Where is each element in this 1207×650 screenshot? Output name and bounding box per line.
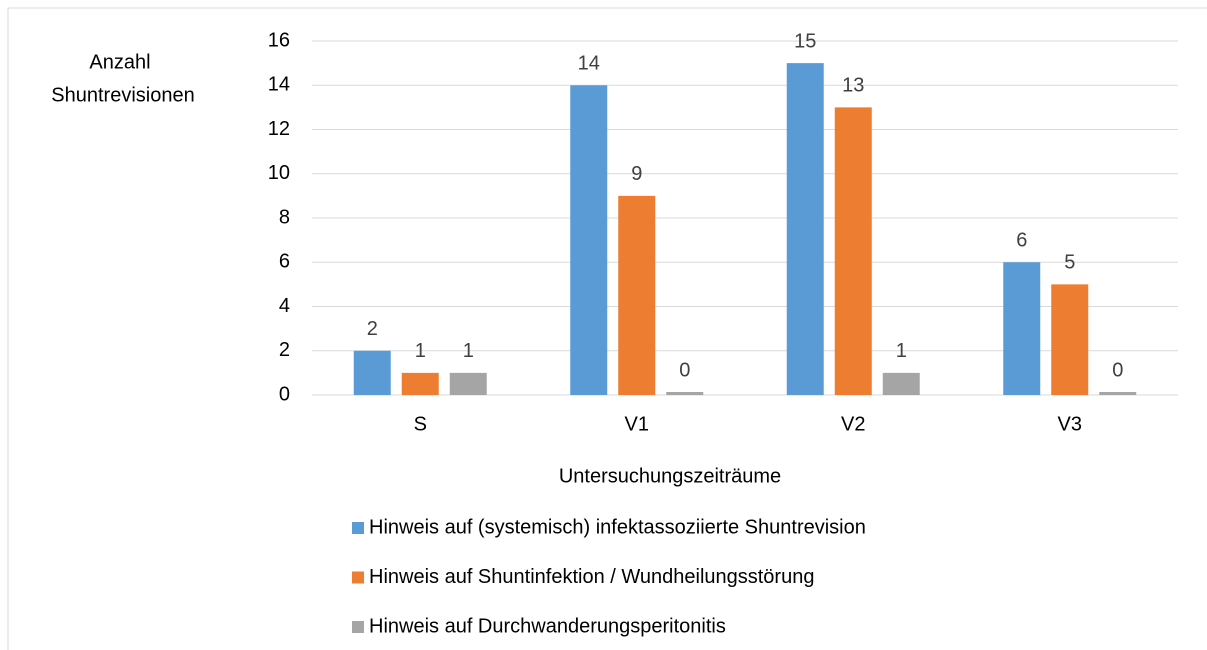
y-axis-title: Anzahl bbox=[89, 51, 150, 73]
data-label: 2 bbox=[367, 318, 378, 340]
frame bbox=[7, 7, 1207, 650]
data-label: 1 bbox=[415, 340, 426, 362]
y-tick-label: 10 bbox=[268, 162, 290, 184]
x-tick-label: S bbox=[414, 413, 427, 435]
data-label: 15 bbox=[794, 30, 816, 52]
legend-swatch bbox=[352, 621, 364, 633]
bar bbox=[449, 372, 487, 395]
bar bbox=[401, 372, 439, 395]
data-label: 9 bbox=[631, 163, 642, 185]
y-axis-title: Shuntrevisionen bbox=[51, 84, 194, 106]
x-tick-label: V3 bbox=[1058, 413, 1082, 435]
data-label: 0 bbox=[1112, 359, 1123, 381]
data-label: 1 bbox=[463, 340, 474, 362]
data-label: 0 bbox=[679, 359, 690, 381]
bar bbox=[618, 195, 656, 395]
y-tick-label: 4 bbox=[279, 295, 290, 317]
y-tick-label: 14 bbox=[268, 74, 290, 96]
y-tick-label: 2 bbox=[279, 339, 290, 361]
data-label: 1 bbox=[896, 340, 907, 362]
bar bbox=[1003, 262, 1041, 395]
x-tick-label: V1 bbox=[625, 413, 649, 435]
data-label: 14 bbox=[578, 53, 600, 75]
legend-label: Hinweis auf Shuntinfektion / Wundheilung… bbox=[369, 566, 814, 588]
legend-swatch bbox=[352, 571, 364, 584]
legend-swatch bbox=[352, 522, 364, 534]
bar bbox=[353, 350, 391, 395]
bar bbox=[666, 392, 704, 395]
bar bbox=[570, 85, 608, 395]
data-label: 6 bbox=[1016, 230, 1027, 252]
bar bbox=[882, 372, 920, 395]
legend-label: Hinweis auf Durchwanderungsperitonitis bbox=[369, 615, 726, 637]
data-label: 5 bbox=[1064, 252, 1075, 274]
bar bbox=[1099, 392, 1137, 395]
y-tick-label: 8 bbox=[279, 206, 290, 228]
y-tick-label: 6 bbox=[279, 251, 290, 273]
y-tick-label: 16 bbox=[268, 29, 290, 51]
x-axis-title: Untersuchungszeiträume bbox=[559, 465, 781, 487]
y-tick-label: 0 bbox=[279, 383, 290, 405]
y-tick-label: 12 bbox=[268, 118, 290, 140]
bar bbox=[834, 107, 872, 395]
legend-label: Hinweis auf (systemisch) infektassoziier… bbox=[369, 516, 866, 538]
bar bbox=[1051, 284, 1089, 395]
bar bbox=[786, 63, 824, 395]
data-label: 13 bbox=[842, 75, 864, 97]
x-tick-label: V2 bbox=[841, 413, 865, 435]
